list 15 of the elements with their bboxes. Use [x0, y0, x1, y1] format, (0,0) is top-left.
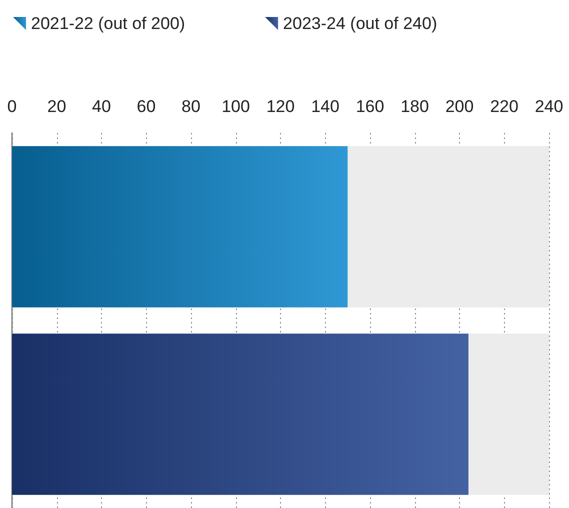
x-tick-label: 100 — [222, 97, 250, 116]
legend-label: 2021-22 (out of 200) — [31, 14, 186, 33]
x-tick-label: 180 — [400, 97, 429, 116]
x-tick-label: 0 — [7, 97, 17, 116]
x-tick-label: 240 — [534, 97, 564, 116]
legend-label: 2023-24 (out of 240) — [283, 14, 438, 33]
x-tick-label: 140 — [311, 97, 340, 116]
x-tick-label: 80 — [182, 97, 200, 116]
x-tick-label: 200 — [445, 97, 474, 116]
x-tick-label: 160 — [356, 97, 384, 116]
x-tick-label: 220 — [490, 97, 518, 116]
x-tick-label: 60 — [136, 97, 156, 116]
x-tick-label: 20 — [47, 97, 66, 116]
x-tick-label: 120 — [266, 97, 295, 116]
x-tick-label: 40 — [92, 97, 111, 116]
